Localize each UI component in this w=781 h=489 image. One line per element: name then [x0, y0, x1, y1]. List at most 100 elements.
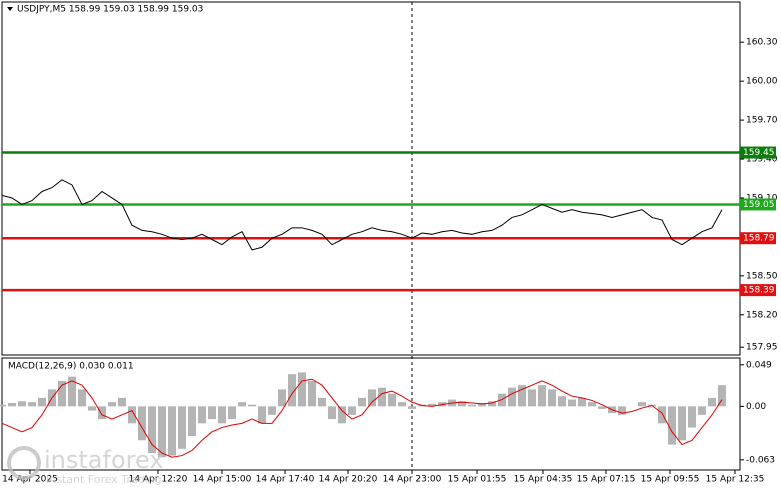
histogram-bar: [398, 402, 406, 407]
y-tick-label: 0.049: [746, 360, 772, 370]
histogram-bar: [158, 406, 166, 458]
x-tick-label: 14 Apr 12:20: [129, 475, 188, 485]
watermark-logo: [7, 446, 41, 480]
histogram-bar: [698, 406, 706, 415]
y-tick-label: 160.30: [746, 38, 778, 48]
histogram-bar: [488, 401, 496, 407]
histogram-bar: [178, 406, 186, 449]
histogram-bar: [98, 406, 106, 420]
signal-line: [1, 378, 723, 458]
histogram-bar: [268, 406, 276, 415]
level-label: 159.05: [743, 200, 775, 210]
histogram-bar: [228, 406, 236, 420]
level-tag: [740, 146, 776, 159]
histogram-bar: [68, 376, 76, 407]
histogram-bar: [0, 404, 6, 407]
histogram-bar: [718, 385, 726, 407]
level-label: 158.39: [743, 286, 775, 296]
histogram-bar: [18, 401, 26, 407]
histogram-bar: [408, 406, 416, 409]
x-tick-label: 15 Apr 12:35: [706, 475, 765, 485]
histogram-bar: [638, 402, 646, 407]
histogram-bar: [568, 399, 576, 407]
y-tick-label: 0.00: [746, 402, 766, 412]
main-panel: [1, 1, 741, 356]
y-tick-label: 159.70: [746, 116, 778, 126]
histogram-bar: [658, 406, 666, 424]
histogram-bar: [588, 402, 596, 407]
level-tag: [740, 198, 776, 211]
histogram-bar: [668, 406, 676, 445]
histogram-bar: [168, 406, 176, 456]
y-tick-label: 158.20: [746, 310, 778, 320]
x-tick-label: 15 Apr 09:55: [641, 475, 700, 485]
histogram-bar: [378, 387, 386, 407]
histogram-bar: [508, 387, 516, 407]
histogram-bar: [28, 402, 36, 407]
histogram-bar: [88, 406, 96, 411]
histogram-bar: [208, 406, 216, 420]
histogram-bar: [548, 389, 556, 407]
x-tick-label: 15 Apr 01:55: [448, 475, 507, 485]
histogram-bar: [128, 406, 136, 424]
histogram-bar: [288, 374, 296, 407]
histogram-bar: [108, 402, 116, 407]
x-tick-label: 15 Apr 07:15: [577, 475, 636, 485]
x-tick-label: 14 Apr 20:20: [319, 475, 378, 485]
histogram-bar: [308, 380, 316, 407]
histogram-bar: [218, 406, 226, 424]
histogram-bar: [118, 397, 126, 407]
macd-title: MACD(12,26,9) 0.030 0.011: [8, 362, 134, 372]
y-tick-label: 159.40: [746, 155, 778, 165]
menu-arrow: [7, 7, 13, 11]
y-tick-label: -0.063: [746, 455, 775, 465]
histogram-bar: [528, 389, 536, 407]
histogram-bar: [358, 397, 366, 407]
level-label: 158.79: [743, 234, 775, 244]
histogram-bar: [278, 389, 286, 407]
histogram-bar: [458, 401, 466, 407]
x-tick-label: 14 Apr 15:00: [193, 475, 252, 485]
watermark-tagline: Instant Forex Trading: [46, 473, 162, 486]
histogram-bar: [78, 389, 86, 407]
y-tick-label: 158.50: [746, 271, 778, 281]
y-tick-label: 160.00: [746, 77, 778, 87]
histogram-bar: [478, 402, 486, 407]
histogram-bar: [538, 385, 546, 407]
histogram-bar: [428, 403, 436, 407]
y-tick-label: 157.95: [746, 343, 778, 353]
histogram-bar: [468, 404, 476, 407]
histogram-bar: [368, 389, 376, 407]
level-tag: [740, 284, 776, 297]
histogram-bar: [558, 396, 566, 407]
chart-title: USDJPY,M5 158.99 159.03 158.99 159.03: [17, 5, 203, 15]
histogram-bar: [338, 406, 346, 424]
level-tag: [740, 232, 776, 245]
histogram-bar: [578, 397, 586, 407]
histogram-bar: [298, 372, 306, 407]
histogram-bar: [58, 380, 66, 407]
histogram-bar: [38, 397, 46, 407]
watermark-name: instaforex: [44, 446, 164, 474]
histogram-bar: [688, 406, 696, 428]
x-tick-label: 14 Apr 23:00: [383, 475, 442, 485]
histogram-bar: [238, 402, 246, 407]
histogram-bar: [138, 406, 146, 441]
x-tick-label: 14 Apr 17:40: [256, 475, 315, 485]
histogram-bar: [348, 406, 356, 415]
x-tick-label: 15 Apr 04:35: [514, 475, 573, 485]
histogram-bar: [198, 406, 206, 424]
histogram-bar: [518, 385, 526, 407]
histogram-bar: [188, 406, 196, 437]
histogram-bar: [678, 406, 686, 441]
histogram-bar: [708, 397, 716, 407]
histogram-bar: [598, 406, 606, 409]
histogram-bar: [388, 393, 396, 407]
histogram-bar: [248, 404, 256, 407]
histogram-bar: [618, 406, 626, 415]
histogram-bar: [148, 406, 156, 454]
histogram-bar: [258, 406, 266, 424]
price-line: [1, 179, 723, 251]
